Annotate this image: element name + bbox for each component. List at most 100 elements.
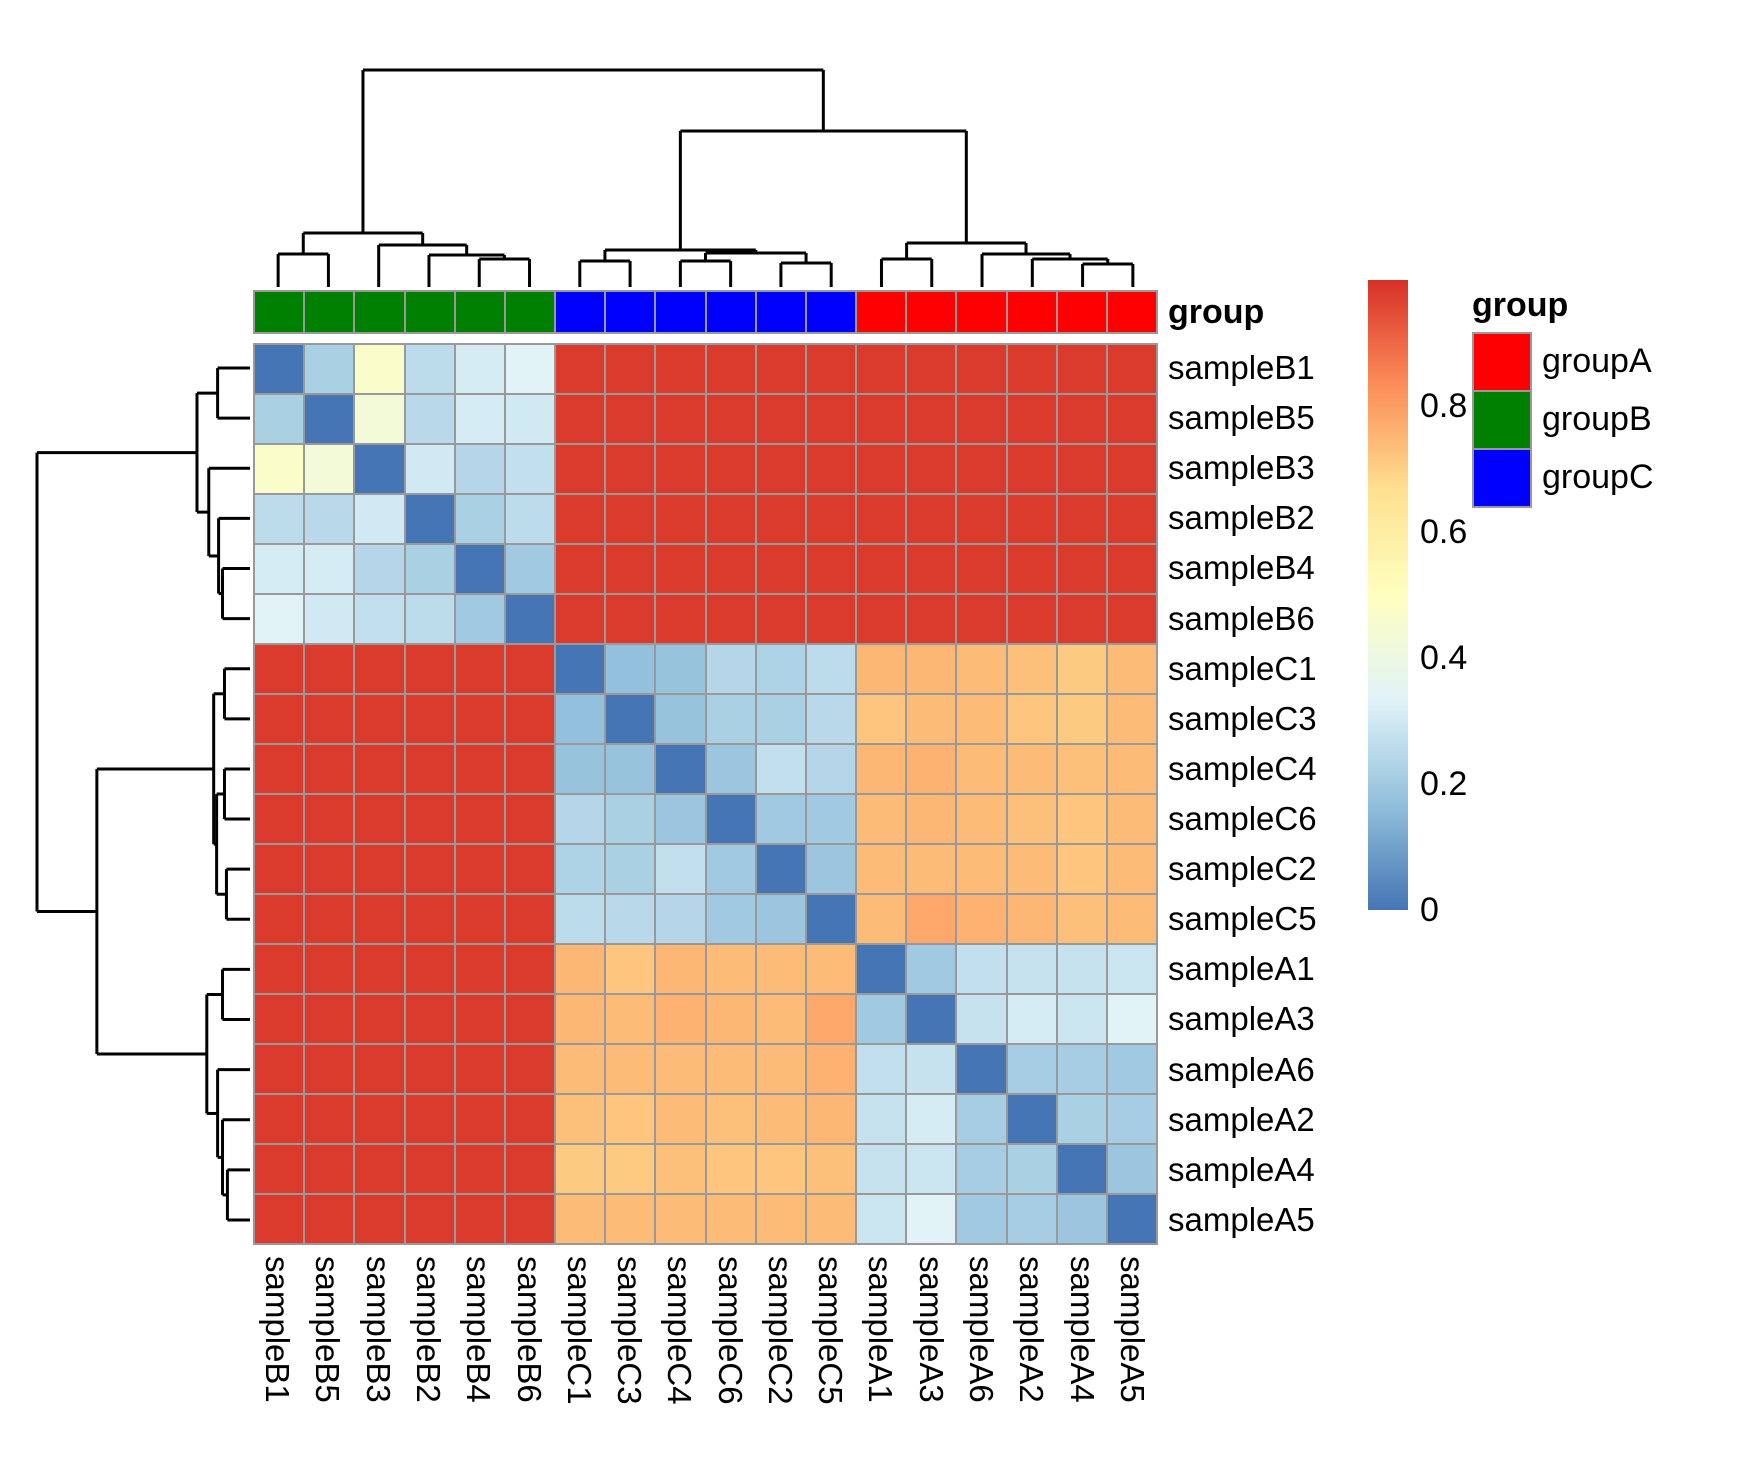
heatmap-cell: [706, 845, 755, 893]
heatmap-cell: [907, 995, 956, 1043]
heatmap-cell: [606, 795, 655, 843]
heatmap-cell: [857, 645, 906, 693]
heatmap-cell: [706, 795, 755, 843]
heatmap-cell: [606, 945, 655, 993]
heatmap-cell: [756, 345, 805, 393]
heatmap-cell: [1107, 1145, 1156, 1193]
heatmap-cell: [556, 945, 605, 993]
heatmap-cell: [907, 645, 956, 693]
heatmap-cell: [505, 495, 554, 543]
column-label: sampleC4: [661, 1256, 699, 1405]
heatmap-cell: [305, 445, 354, 493]
heatmap-cell: [355, 945, 404, 993]
heatmap-cell: [305, 845, 354, 893]
heatmap-cell: [455, 795, 504, 843]
heatmap-cell: [606, 1145, 655, 1193]
heatmap-cell: [305, 545, 354, 593]
heatmap-cell: [556, 495, 605, 543]
row-label: sampleC2: [1168, 850, 1317, 888]
row-label: sampleC3: [1168, 699, 1317, 737]
heatmap-cell: [756, 795, 805, 843]
heatmap-cell: [756, 445, 805, 493]
column-label: sampleB3: [359, 1256, 397, 1403]
heatmap-cell: [656, 995, 705, 1043]
heatmap-cell: [355, 345, 404, 393]
colorbar-tick-label: 0.8: [1420, 387, 1468, 425]
heatmap-cell: [656, 895, 705, 943]
row-label: sampleB5: [1168, 399, 1315, 437]
annotation-cell-groupC: [756, 292, 805, 332]
heatmap-cell: [355, 695, 404, 743]
heatmap-cell: [305, 795, 354, 843]
heatmap-cell: [556, 695, 605, 743]
heatmap-cell: [556, 395, 605, 443]
heatmap-cell: [355, 795, 404, 843]
row-label: sampleA5: [1168, 1200, 1315, 1238]
heatmap-cell: [455, 745, 504, 793]
heatmap-cell: [255, 745, 304, 793]
heatmap-cell: [1107, 595, 1156, 643]
column-label: sampleA6: [963, 1256, 1001, 1403]
heatmap-cell: [556, 595, 605, 643]
heatmap-cell: [255, 1095, 304, 1143]
heatmap-cell: [455, 845, 504, 893]
heatmap-cell: [505, 845, 554, 893]
row-label: sampleB6: [1168, 599, 1315, 637]
annotation-cell-groupB: [455, 292, 504, 332]
annotation-cell-groupB: [405, 292, 454, 332]
heatmap-cell: [706, 995, 755, 1043]
heatmap-cell: [706, 1195, 755, 1243]
annotation-cell-groupA: [907, 292, 956, 332]
heatmap-cell: [505, 945, 554, 993]
annotation-cell-groupB: [505, 292, 554, 332]
heatmap-cell: [606, 845, 655, 893]
heatmap-cell: [857, 1145, 906, 1193]
annotation-cell-groupA: [857, 292, 906, 332]
legend-swatch-groupB: [1474, 392, 1530, 448]
annotation-title: group: [1168, 293, 1265, 331]
heatmap-cell: [355, 1095, 404, 1143]
heatmap-cell: [1057, 395, 1106, 443]
heatmap-cell: [907, 545, 956, 593]
heatmap-cell: [1057, 345, 1106, 393]
annotation-cell-groupB: [355, 292, 404, 332]
heatmap-cell: [355, 895, 404, 943]
heatmap-cell: [1057, 645, 1106, 693]
column-annotation-bar: [253, 290, 1158, 334]
heatmap-cell: [1007, 695, 1056, 743]
heatmap-cell: [1007, 495, 1056, 543]
heatmap-cell: [1107, 995, 1156, 1043]
heatmap-cell: [756, 745, 805, 793]
heatmap-cell: [806, 845, 855, 893]
heatmap-cell: [1057, 595, 1106, 643]
heatmap-cell: [355, 1045, 404, 1093]
heatmap-cell: [556, 1045, 605, 1093]
heatmap-cell: [556, 845, 605, 893]
heatmap-cell: [606, 1195, 655, 1243]
row-labels: sampleB1 sampleB5 sampleB3 sampleB2 sampleB4…: [1168, 343, 1388, 1245]
heatmap-cell: [907, 495, 956, 543]
heatmap-cell: [656, 645, 705, 693]
column-label: sampleC3: [611, 1256, 649, 1405]
heatmap-cell: [756, 645, 805, 693]
heatmap-cell: [907, 745, 956, 793]
heatmap-cell: [656, 845, 705, 893]
heatmap-cell: [756, 845, 805, 893]
heatmap-cell: [255, 1045, 304, 1093]
heatmap-cell: [455, 895, 504, 943]
heatmap-cell: [907, 1095, 956, 1143]
heatmap-cell: [907, 695, 956, 743]
column-label: sampleA5: [1113, 1256, 1151, 1403]
heatmap-cell: [255, 995, 304, 1043]
heatmap-cell: [606, 445, 655, 493]
heatmap-cell: [656, 495, 705, 543]
column-label: sampleA4: [1063, 1256, 1101, 1403]
heatmap-cell: [756, 595, 805, 643]
heatmap-cell: [305, 1195, 354, 1243]
heatmap-cell: [405, 645, 454, 693]
heatmap-cell: [455, 595, 504, 643]
heatmap-cell: [1007, 1045, 1056, 1093]
heatmap-cell: [405, 495, 454, 543]
heatmap-cell: [806, 395, 855, 443]
heatmap-cell: [957, 895, 1006, 943]
